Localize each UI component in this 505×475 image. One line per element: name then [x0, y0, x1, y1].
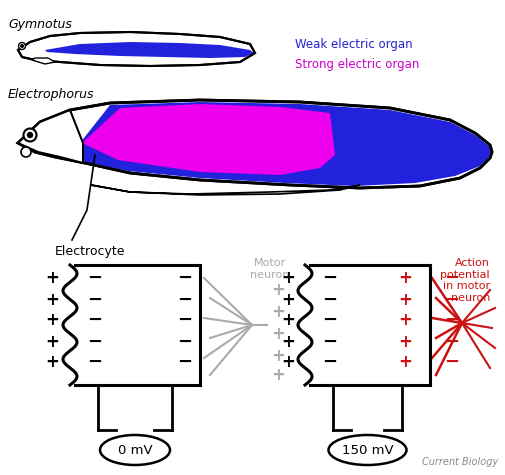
Text: +: + — [271, 281, 285, 299]
Text: −: − — [87, 311, 103, 329]
Circle shape — [21, 45, 23, 48]
Text: +: + — [271, 347, 285, 365]
Text: −: − — [322, 311, 337, 329]
Circle shape — [27, 133, 32, 137]
Text: +: + — [45, 269, 59, 287]
Text: −: − — [177, 353, 192, 371]
Text: +: + — [45, 291, 59, 309]
Text: −: − — [444, 311, 460, 329]
Text: +: + — [45, 311, 59, 329]
Polygon shape — [18, 100, 492, 188]
Polygon shape — [80, 102, 491, 186]
Ellipse shape — [328, 435, 407, 465]
Text: −: − — [444, 291, 460, 309]
Text: +: + — [398, 333, 412, 351]
Text: −: − — [87, 353, 103, 371]
Text: −: − — [322, 269, 337, 287]
Text: −: − — [322, 353, 337, 371]
Text: +: + — [398, 269, 412, 287]
Text: Electrocyte: Electrocyte — [55, 245, 126, 258]
Polygon shape — [18, 110, 83, 163]
Text: +: + — [45, 353, 59, 371]
Text: +: + — [398, 353, 412, 371]
Ellipse shape — [100, 435, 170, 465]
Text: −: − — [444, 333, 460, 351]
Text: −: − — [322, 333, 337, 351]
Text: +: + — [398, 291, 412, 309]
Polygon shape — [82, 104, 335, 175]
Text: −: − — [444, 269, 460, 287]
Text: +: + — [281, 291, 295, 309]
Text: 150 mV: 150 mV — [342, 444, 393, 456]
Text: −: − — [87, 269, 103, 287]
Polygon shape — [32, 58, 55, 64]
Polygon shape — [90, 185, 360, 195]
Text: +: + — [281, 353, 295, 371]
Text: −: − — [177, 291, 192, 309]
Text: −: − — [177, 333, 192, 351]
Text: −: − — [87, 333, 103, 351]
Text: Motor
neuron: Motor neuron — [250, 258, 290, 280]
Text: Gymnotus: Gymnotus — [8, 18, 72, 31]
Text: +: + — [281, 333, 295, 351]
Text: +: + — [271, 325, 285, 343]
Text: Action
potential
in motor
neuron: Action potential in motor neuron — [440, 258, 490, 303]
Text: +: + — [281, 311, 295, 329]
Text: +: + — [281, 269, 295, 287]
Text: Current Biology: Current Biology — [422, 457, 498, 467]
Text: −: − — [177, 269, 192, 287]
Text: −: − — [87, 291, 103, 309]
Circle shape — [24, 129, 36, 142]
Circle shape — [21, 147, 31, 157]
Text: +: + — [45, 333, 59, 351]
Text: +: + — [271, 303, 285, 321]
Polygon shape — [45, 42, 254, 58]
Polygon shape — [18, 32, 255, 66]
Text: +: + — [271, 366, 285, 384]
Text: −: − — [177, 311, 192, 329]
Text: +: + — [398, 311, 412, 329]
Text: 0 mV: 0 mV — [118, 444, 153, 456]
Text: −: − — [444, 353, 460, 371]
Text: Electrophorus: Electrophorus — [8, 88, 94, 101]
Text: −: − — [322, 291, 337, 309]
Text: Weak electric organ: Weak electric organ — [295, 38, 413, 51]
Circle shape — [19, 42, 25, 49]
Text: Strong electric organ: Strong electric organ — [295, 58, 419, 71]
